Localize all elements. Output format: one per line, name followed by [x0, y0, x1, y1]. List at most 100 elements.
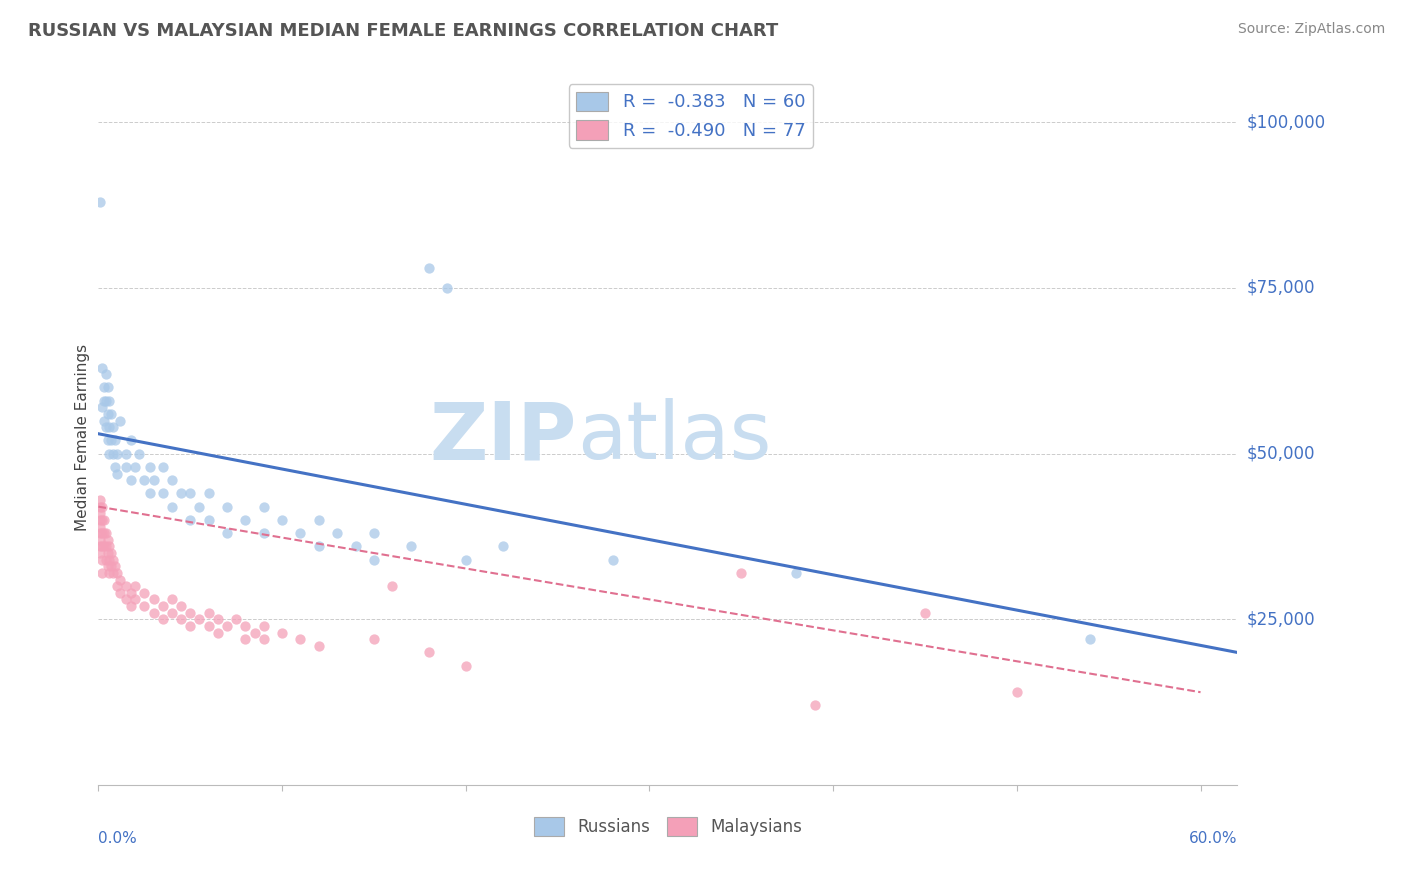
Point: [1078, 632, 1101, 647]
Point: [94, 393, 117, 408]
Point: [253, 632, 276, 647]
Point: [101, 552, 124, 566]
Point: [271, 625, 294, 640]
Text: $75,000: $75,000: [1247, 279, 1315, 297]
Point: [253, 526, 276, 541]
Point: [91, 401, 114, 415]
Point: [308, 513, 330, 527]
Point: [1005, 685, 1028, 699]
Text: 0.0%: 0.0%: [98, 831, 138, 847]
Point: [363, 552, 385, 566]
Point: [134, 599, 156, 613]
Point: [134, 473, 156, 487]
Point: [160, 592, 183, 607]
Point: [94, 526, 117, 541]
Point: [225, 612, 247, 626]
Point: [160, 500, 183, 514]
Point: [418, 261, 440, 276]
Point: [142, 606, 165, 620]
Point: [454, 658, 477, 673]
Point: [105, 579, 128, 593]
Point: [253, 619, 276, 633]
Point: [207, 612, 229, 626]
Point: [139, 459, 162, 474]
Point: [97, 546, 120, 560]
Text: atlas: atlas: [576, 398, 770, 476]
Point: [124, 592, 146, 607]
Point: [91, 566, 114, 580]
Point: [197, 486, 219, 500]
Point: [785, 566, 807, 580]
Point: [93, 526, 115, 541]
Point: [91, 500, 114, 514]
Text: Source: ZipAtlas.com: Source: ZipAtlas.com: [1237, 22, 1385, 37]
Point: [110, 586, 132, 600]
Point: [243, 625, 266, 640]
Point: [104, 459, 127, 474]
Point: [491, 540, 513, 554]
Point: [89, 540, 111, 554]
Point: [97, 434, 120, 448]
Point: [399, 540, 422, 554]
Point: [105, 467, 128, 481]
Point: [308, 540, 330, 554]
Point: [97, 533, 120, 547]
Point: [197, 619, 219, 633]
Point: [93, 393, 115, 408]
Point: [308, 639, 330, 653]
Point: [115, 592, 138, 607]
Point: [160, 473, 183, 487]
Point: [89, 493, 111, 508]
Point: [436, 281, 458, 295]
Point: [91, 540, 114, 554]
Point: [363, 526, 385, 541]
Point: [124, 459, 146, 474]
Point: [454, 552, 477, 566]
Point: [235, 632, 257, 647]
Legend: Russians, Malaysians: Russians, Malaysians: [527, 811, 808, 843]
Point: [89, 526, 111, 541]
Point: [128, 447, 150, 461]
Point: [98, 566, 121, 580]
Point: [91, 360, 114, 375]
Point: [98, 447, 121, 461]
Point: [290, 526, 312, 541]
Point: [344, 540, 367, 554]
Point: [179, 606, 201, 620]
Point: [152, 599, 174, 613]
Point: [89, 546, 111, 560]
Point: [98, 552, 121, 566]
Point: [91, 513, 114, 527]
Point: [89, 194, 111, 209]
Point: [170, 486, 193, 500]
Point: [89, 519, 111, 533]
Point: [91, 552, 114, 566]
Point: [94, 540, 117, 554]
Point: [381, 579, 404, 593]
Point: [121, 434, 143, 448]
Text: $100,000: $100,000: [1247, 113, 1326, 131]
Point: [253, 500, 276, 514]
Point: [914, 606, 936, 620]
Point: [179, 619, 201, 633]
Text: $50,000: $50,000: [1247, 444, 1315, 463]
Point: [152, 486, 174, 500]
Point: [98, 393, 121, 408]
Point: [104, 559, 127, 574]
Point: [100, 407, 122, 421]
Point: [152, 459, 174, 474]
Point: [418, 645, 440, 659]
Point: [115, 459, 138, 474]
Point: [93, 513, 115, 527]
Point: [142, 592, 165, 607]
Text: ZIP: ZIP: [429, 398, 576, 476]
Point: [124, 579, 146, 593]
Point: [271, 513, 294, 527]
Point: [115, 447, 138, 461]
Point: [98, 540, 121, 554]
Point: [89, 506, 111, 520]
Point: [215, 619, 238, 633]
Point: [188, 500, 211, 514]
Text: 60.0%: 60.0%: [1189, 831, 1237, 847]
Point: [93, 413, 115, 427]
